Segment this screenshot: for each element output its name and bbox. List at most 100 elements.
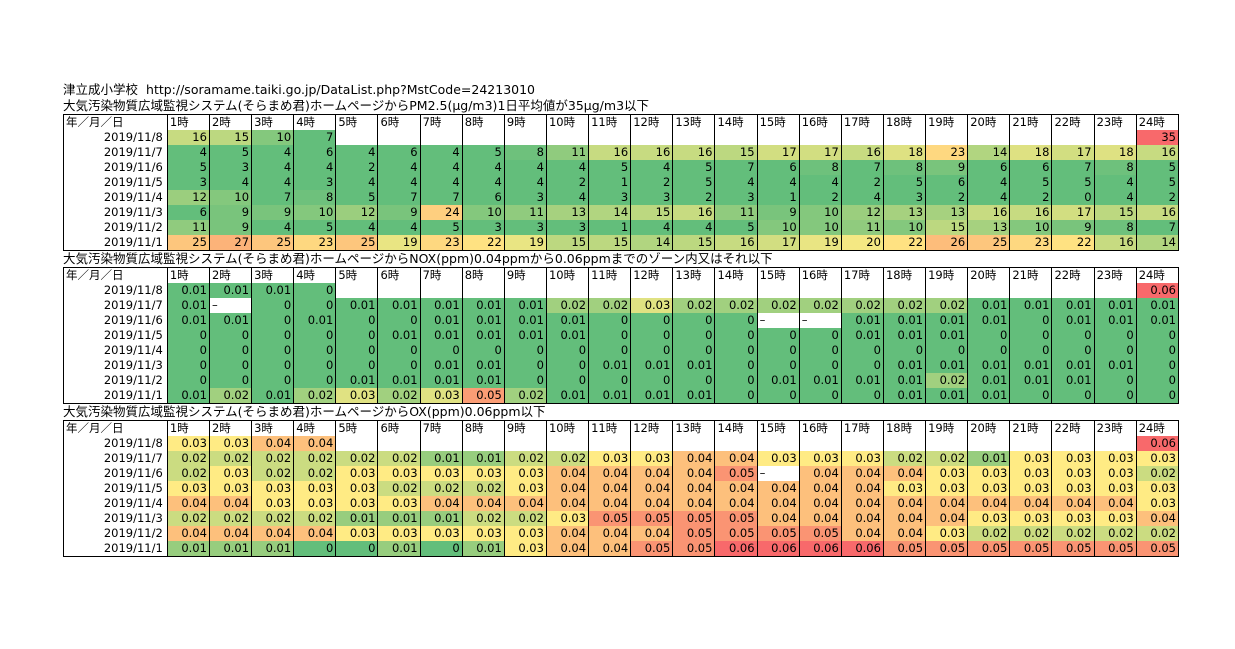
value-cell: 4 — [1093, 190, 1137, 205]
date-cell: 2019/11/7 — [63, 145, 168, 160]
value-cell: 0.02 — [419, 481, 463, 496]
value-cell — [503, 436, 547, 451]
value-cell: 0 — [798, 343, 842, 358]
hour-column-header: 5時 — [335, 267, 378, 283]
value-cell: 0 — [714, 373, 758, 388]
value-cell: 0.04 — [461, 496, 505, 511]
value-cell — [461, 130, 505, 145]
value-cell: 0.04 — [166, 526, 210, 541]
value-cell: 1 — [588, 220, 631, 235]
header-row: 年／月／日 1時 2時 3時 4時 5時 6時 7時 8時 9時 10時 11時 12時 13時 14時 15… — [63, 267, 1180, 283]
value-cell: 0.04 — [798, 511, 842, 526]
value-cell: 0.01 — [967, 373, 1010, 388]
value-cell: 0 — [1135, 328, 1180, 343]
value-cell: 0.02 — [293, 451, 336, 466]
value-cell: 2 — [630, 175, 673, 190]
value-cell: 0.03 — [630, 451, 673, 466]
value-cell: 0.02 — [882, 298, 926, 313]
value-cell — [588, 283, 631, 298]
value-cell: 0.05 — [1009, 541, 1052, 557]
value-cell: 0.01 — [377, 328, 421, 343]
value-cell: 17 — [756, 235, 800, 251]
value-cell: 0 — [293, 298, 336, 313]
value-cell: 5 — [714, 220, 758, 235]
value-cell — [882, 283, 926, 298]
date-cell: 2019/11/2 — [63, 526, 168, 541]
value-cell: 0 — [1093, 343, 1137, 358]
source-url[interactable]: http://soramame.taiki.go.jp/DataList.php… — [146, 82, 536, 97]
value-cell: 0 — [503, 343, 547, 358]
value-cell — [840, 436, 884, 451]
value-cell: 19 — [377, 235, 421, 251]
value-cell: 0.04 — [1093, 496, 1137, 511]
table-row: 2019/11/3 0 0 0 0 0 0 0.01 0.01 0 0 0.01 0.01 0.01 0 0 0… — [63, 358, 1180, 373]
value-cell: 1 — [588, 175, 631, 190]
value-cell: 0.02 — [882, 451, 926, 466]
value-cell: 0.01 — [588, 388, 631, 404]
value-cell: 0.01 — [1093, 358, 1137, 373]
value-cell: 0.03 — [419, 526, 463, 541]
value-cell: 0.04 — [1135, 511, 1180, 526]
value-cell: 0.01 — [419, 358, 463, 373]
value-cell: 0 — [251, 343, 294, 358]
value-cell: 0.01 — [419, 298, 463, 313]
value-cell — [756, 130, 800, 145]
value-cell — [1093, 436, 1137, 451]
nox-table: 年／月／日 1時 2時 3時 4時 5時 6時 7時 8時 9時 10時 11時 12時 13時 14時 15… — [63, 267, 1180, 404]
table-row: 2019/11/1 0.01 0.02 0.01 0.02 0.03 0.02 0.03 0.0… — [63, 388, 1180, 404]
value-cell: 0.01 — [967, 313, 1010, 328]
value-cell: 18 — [1093, 145, 1137, 160]
date-cell: 2019/11/1 — [63, 235, 168, 251]
hour-column-header: 19時 — [925, 267, 968, 283]
value-cell: 0.03 — [925, 481, 968, 496]
hour-column-header: 23時 — [1093, 420, 1137, 436]
value-cell: 0.05 — [630, 541, 673, 557]
value-cell: 0.03 — [503, 466, 547, 481]
value-cell: 0.04 — [840, 496, 884, 511]
value-cell: 0.03 — [588, 451, 631, 466]
value-cell: 4 — [630, 160, 673, 175]
value-cell: 2 — [798, 190, 842, 205]
value-cell: 0 — [377, 313, 421, 328]
value-cell: 25 — [335, 235, 378, 251]
value-cell: 0 — [503, 358, 547, 373]
hour-column-header: 13時 — [672, 267, 715, 283]
value-cell: 0.01 — [461, 373, 505, 388]
value-cell: 0 — [1009, 343, 1052, 358]
value-cell: 10 — [798, 205, 842, 220]
value-cell — [714, 130, 758, 145]
value-cell: 0 — [166, 343, 210, 358]
value-cell: 0 — [672, 313, 715, 328]
hour-column-header: 9時 — [503, 420, 547, 436]
value-cell: 0 — [377, 358, 421, 373]
value-cell: 3 — [503, 220, 547, 235]
value-cell — [925, 130, 968, 145]
value-cell: 5 — [672, 160, 715, 175]
value-cell: 0.03 — [1135, 451, 1180, 466]
value-cell: 5 — [461, 145, 505, 160]
value-cell: 0 — [377, 343, 421, 358]
table-row: 2019/11/6 0.01 0.01 0 0.01 0 0 0.01 0.01 0.01 0.01… — [63, 313, 1180, 328]
value-cell: 0 — [714, 313, 758, 328]
value-cell: 22 — [461, 235, 505, 251]
table-row: 2019/11/7 4 5 4 6 4 6 4 5 8 11 16 16 16 15 17 17 16 18 23 14… — [63, 145, 1180, 160]
hour-column-header: 11時 — [588, 114, 631, 130]
value-cell: 10 — [208, 190, 252, 205]
ox-title: 大気汚染物質広域監視システム(そらまめ君)ホームページからOX(ppm)0.06… — [63, 404, 546, 419]
hour-column-header: 10時 — [545, 420, 589, 436]
value-cell: 0.04 — [798, 466, 842, 481]
date-cell: 2019/11/8 — [63, 130, 168, 145]
hour-column-header: 3時 — [251, 420, 294, 436]
value-cell: 0 — [335, 541, 378, 557]
value-cell: 27 — [208, 235, 252, 251]
value-cell — [925, 283, 968, 298]
value-cell: 0.03 — [967, 511, 1010, 526]
value-cell: 0.01 — [461, 298, 505, 313]
value-cell: 0.01 — [840, 373, 884, 388]
value-cell — [1009, 130, 1052, 145]
value-cell: 0 — [251, 358, 294, 373]
value-cell: 11 — [545, 145, 589, 160]
value-cell: 0.03 — [925, 526, 968, 541]
value-cell: 0.04 — [672, 481, 715, 496]
value-cell: 0.04 — [756, 511, 800, 526]
